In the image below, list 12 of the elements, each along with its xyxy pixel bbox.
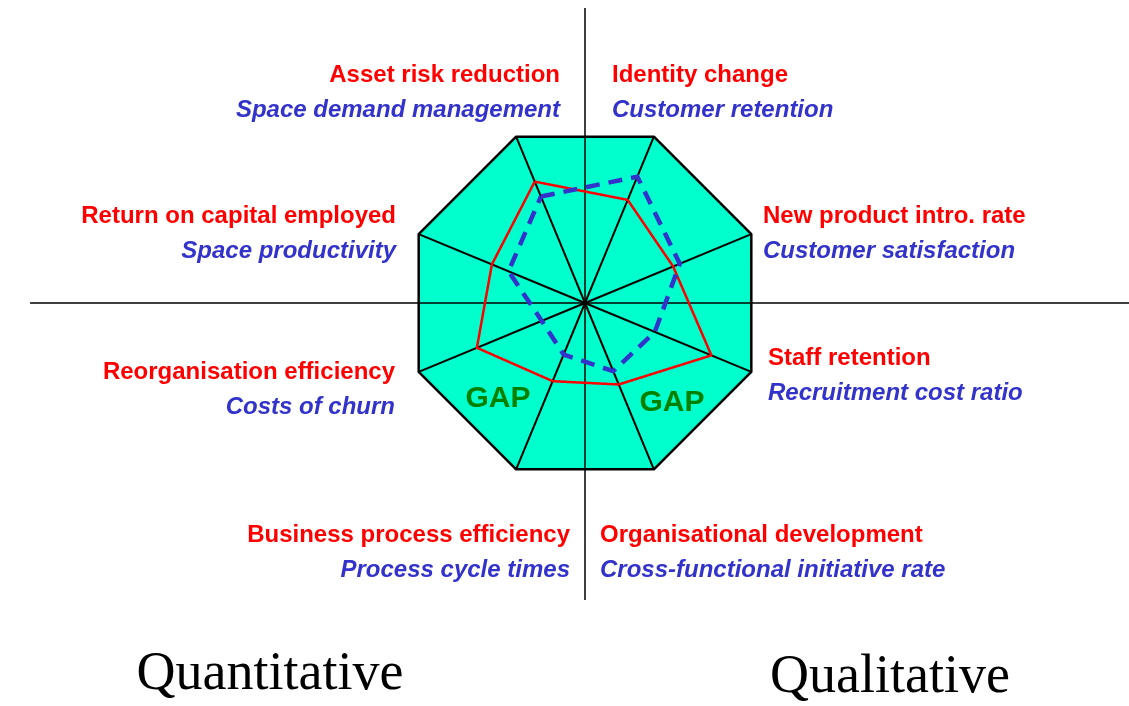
spoke-label: Staff retention Recruitment cost ratio — [768, 343, 1023, 405]
text: GAP — [639, 384, 705, 417]
text: GAP — [465, 380, 531, 413]
spoke-label: Business process efficiency Process cycle times — [247, 520, 571, 582]
spoke-label: Identity change Customer retention — [612, 60, 834, 122]
spoke-label: New product intro. rate Customer satisfaction — [763, 201, 1026, 263]
spoke-label: Reorganisation efficiency Costs of churn — [102, 357, 396, 419]
text: Qualitative — [770, 644, 1010, 704]
text: Quantitative — [136, 641, 404, 701]
spoke-label: Asset risk reduction Space demand management — [235, 60, 561, 122]
spoke-label: Organisational development Cross-functional initiative rate — [600, 520, 946, 582]
spoke-label: Return on capital employed Space productivity — [81, 201, 398, 263]
